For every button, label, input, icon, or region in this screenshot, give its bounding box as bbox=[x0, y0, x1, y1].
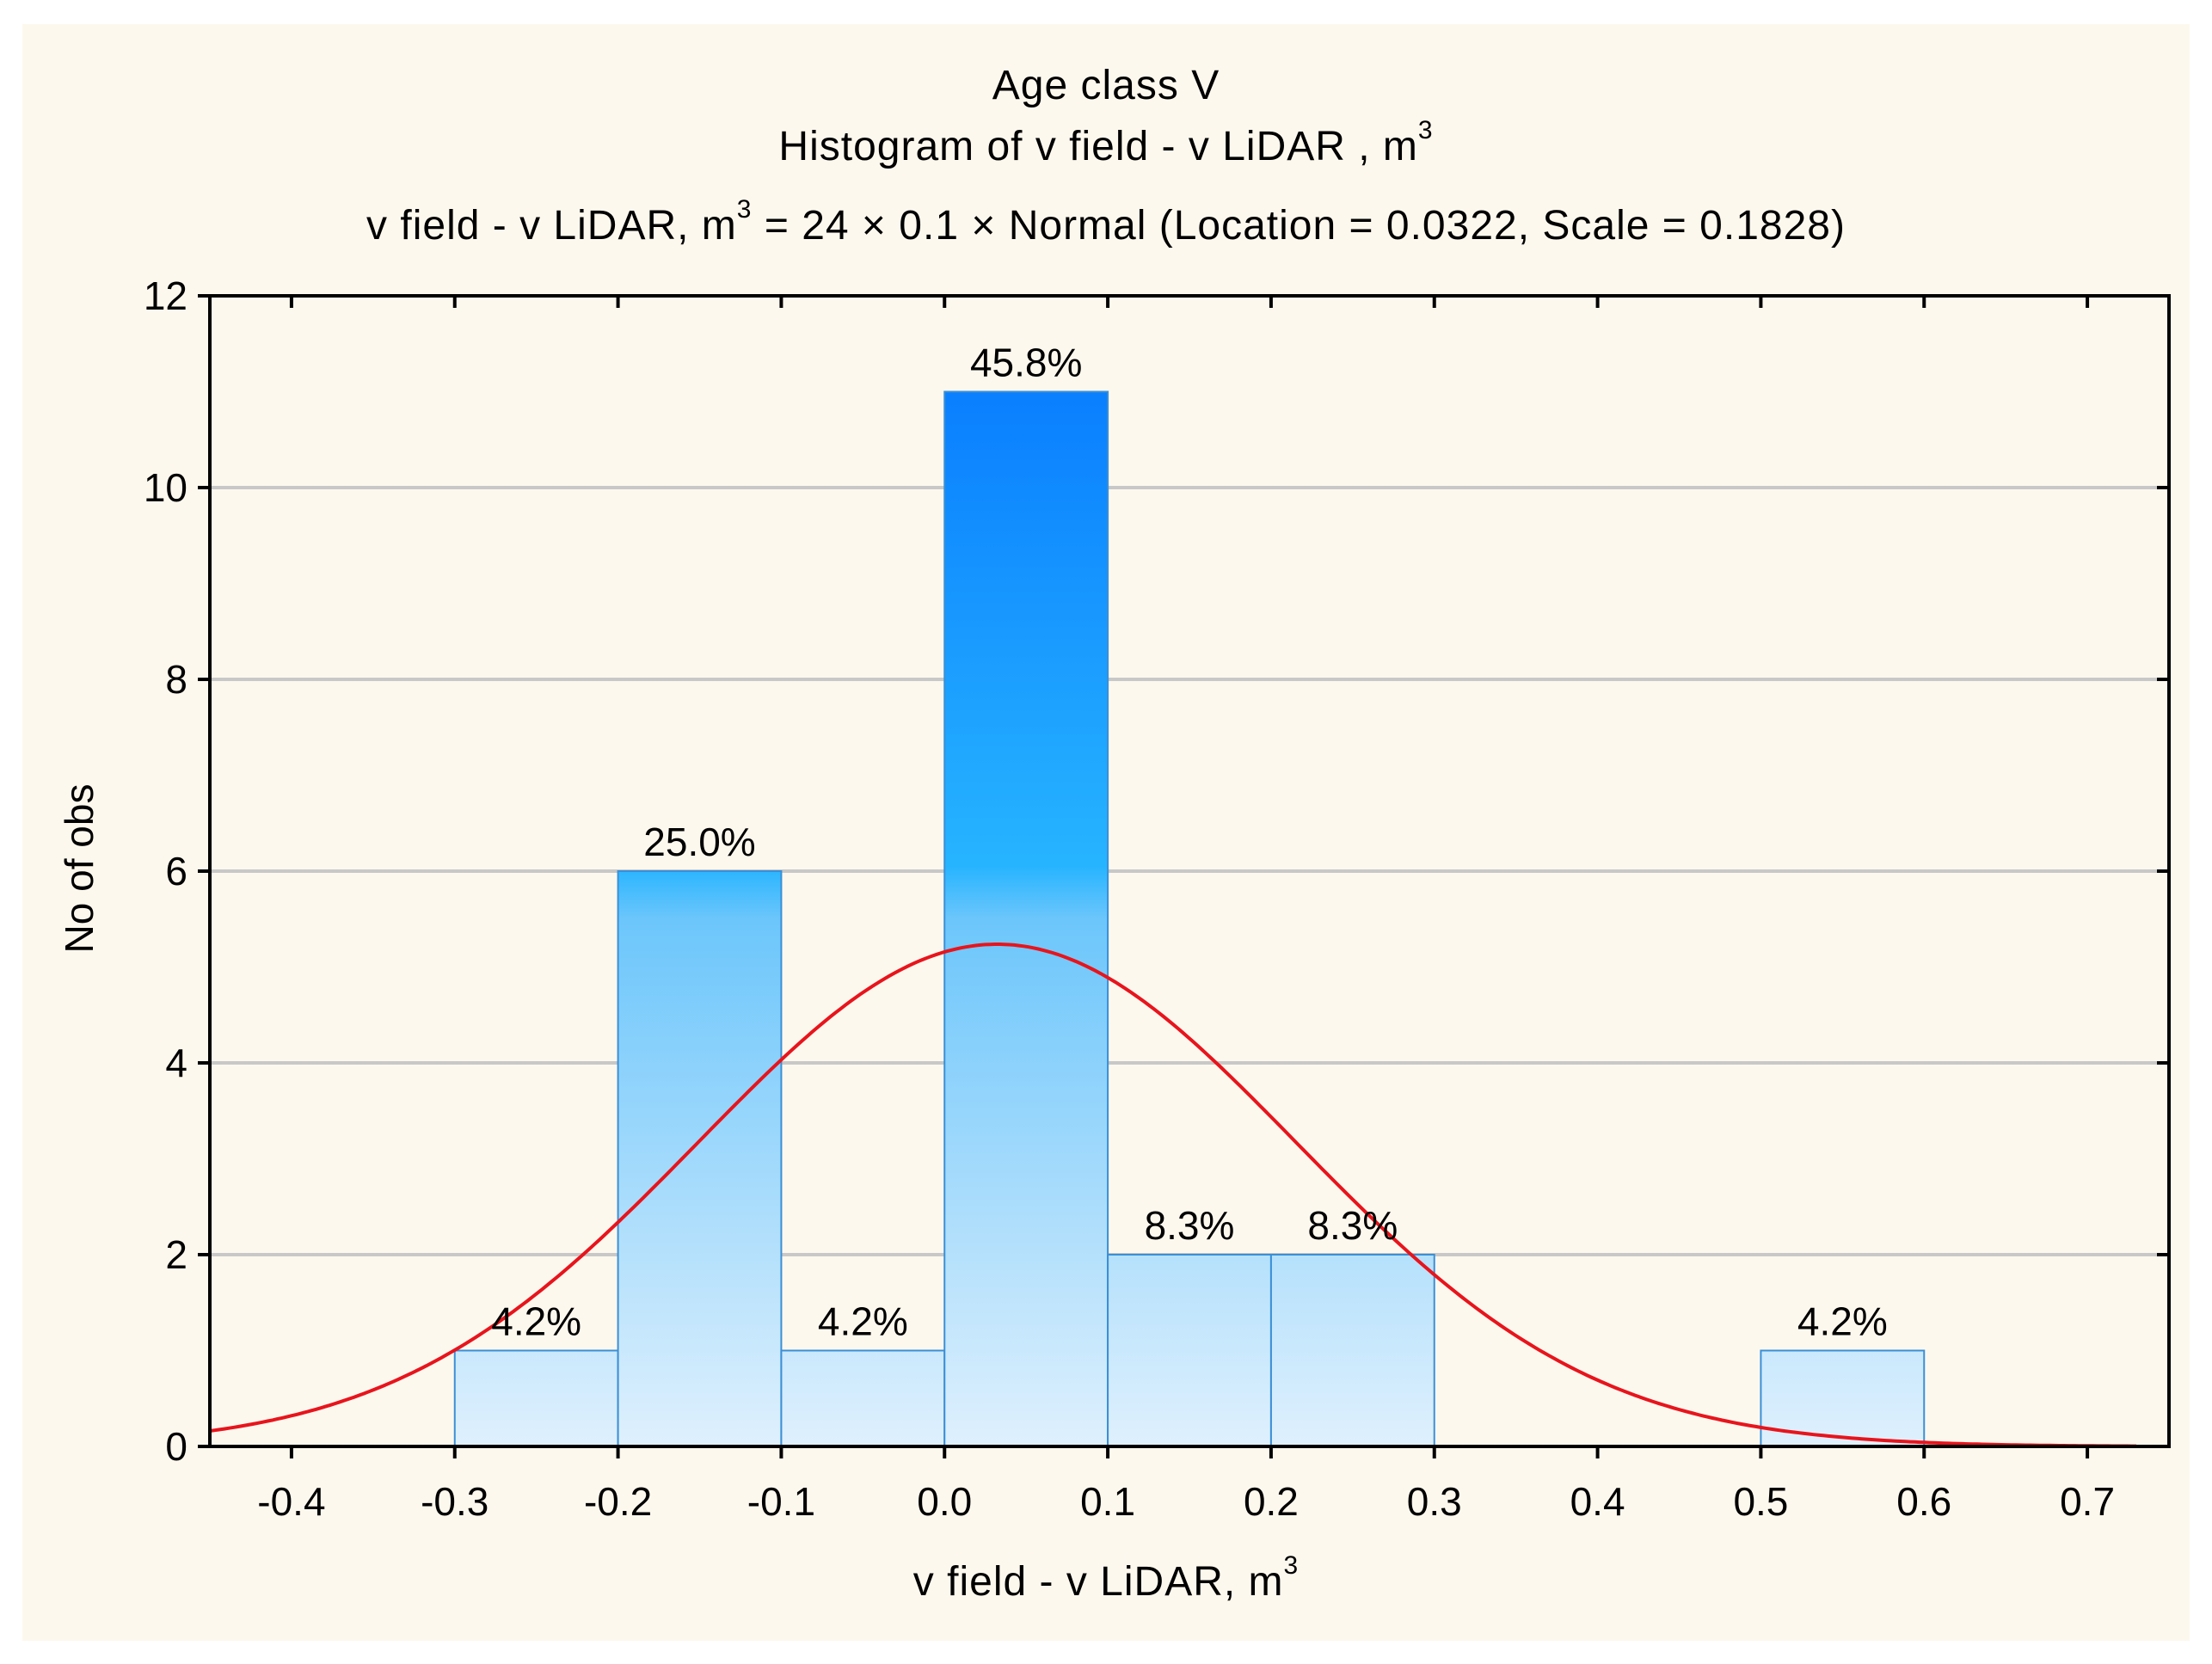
histogram-bar bbox=[453, 1349, 619, 1447]
chart-title: Age class V bbox=[992, 63, 1220, 108]
y-tick-label: 0 bbox=[165, 1424, 187, 1469]
x-tick-label: 0.4 bbox=[1570, 1479, 1625, 1524]
normal-fit-curve bbox=[209, 943, 2136, 1448]
bar-percent-label: 8.3% bbox=[1307, 1203, 1398, 1248]
bar-percent-label: 4.2% bbox=[1797, 1299, 1888, 1344]
bar-percent-label: 45.8% bbox=[970, 341, 1082, 385]
histogram-bar bbox=[1269, 1254, 1435, 1447]
y-tick-label: 6 bbox=[165, 849, 187, 893]
bar-percent-label: 8.3% bbox=[1145, 1203, 1235, 1248]
y-tick-label: 2 bbox=[165, 1232, 187, 1277]
x-tick-label: -0.1 bbox=[747, 1479, 815, 1524]
histogram-bar bbox=[943, 390, 1109, 1447]
histogram-bar bbox=[780, 1349, 946, 1447]
bar-percent-label: 4.2% bbox=[491, 1299, 581, 1344]
x-tick-label: 0.0 bbox=[917, 1479, 972, 1524]
bar-percent-label: 25.0% bbox=[643, 820, 755, 864]
histogram-bar bbox=[617, 870, 783, 1447]
x-tick-label: 0.7 bbox=[2060, 1479, 2115, 1524]
y-tick-label: 12 bbox=[144, 273, 187, 318]
x-tick-label: -0.2 bbox=[584, 1479, 652, 1524]
x-tick-label: 0.1 bbox=[1080, 1479, 1135, 1524]
y-tick-label: 4 bbox=[165, 1041, 187, 1085]
x-axis-title: v field - v LiDAR, m3 bbox=[912, 1551, 1300, 1606]
chart-subtitle: Histogram of v field - v LiDAR , m3 bbox=[778, 116, 1434, 170]
x-tick-label: 0.3 bbox=[1407, 1479, 1462, 1524]
x-tick-label: -0.3 bbox=[421, 1479, 488, 1524]
y-tick-label: 10 bbox=[144, 465, 187, 510]
histogram-bar bbox=[1107, 1254, 1272, 1447]
x-tick-label: 0.5 bbox=[1733, 1479, 1788, 1524]
fit-description: v field - v LiDAR, m3 = 24 × 0.1 × Norma… bbox=[366, 195, 1846, 249]
y-tick-label: 8 bbox=[165, 657, 187, 702]
x-tick-label: 0.2 bbox=[1244, 1479, 1299, 1524]
y-axis-title: No of obs bbox=[57, 783, 101, 954]
x-tick-label: 0.6 bbox=[1896, 1479, 1951, 1524]
bar-percent-label: 4.2% bbox=[818, 1299, 908, 1344]
x-tick-label: -0.4 bbox=[257, 1479, 325, 1524]
